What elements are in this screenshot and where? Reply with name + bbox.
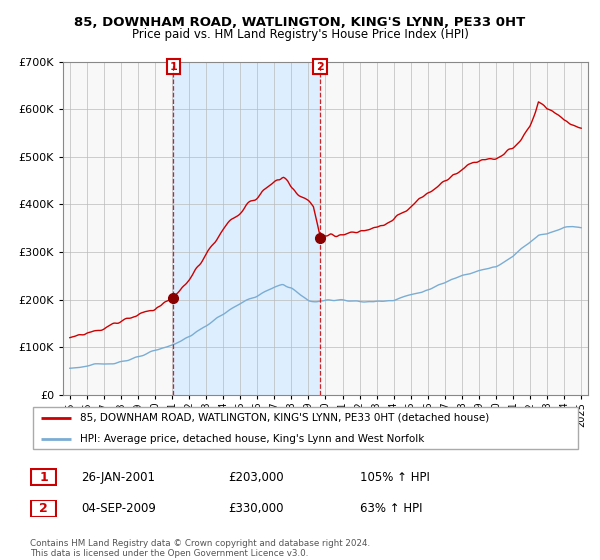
FancyBboxPatch shape xyxy=(33,407,578,449)
Text: 85, DOWNHAM ROAD, WATLINGTON, KING'S LYNN, PE33 0HT: 85, DOWNHAM ROAD, WATLINGTON, KING'S LYN… xyxy=(74,16,526,29)
Text: 2: 2 xyxy=(316,62,324,72)
Text: 1: 1 xyxy=(39,470,48,484)
Text: 2: 2 xyxy=(39,502,48,515)
Text: Price paid vs. HM Land Registry's House Price Index (HPI): Price paid vs. HM Land Registry's House … xyxy=(131,28,469,41)
Text: Contains HM Land Registry data © Crown copyright and database right 2024.
This d: Contains HM Land Registry data © Crown c… xyxy=(30,539,370,558)
FancyBboxPatch shape xyxy=(31,469,56,485)
Text: 105% ↑ HPI: 105% ↑ HPI xyxy=(360,470,430,484)
Bar xyxy=(173,62,320,395)
Text: £330,000: £330,000 xyxy=(228,502,284,515)
Text: 04-SEP-2009: 04-SEP-2009 xyxy=(81,502,156,515)
Text: HPI: Average price, detached house, King's Lynn and West Norfolk: HPI: Average price, detached house, King… xyxy=(80,435,424,444)
Text: 1: 1 xyxy=(170,62,178,72)
Text: 63% ↑ HPI: 63% ↑ HPI xyxy=(360,502,422,515)
Text: 26-JAN-2001: 26-JAN-2001 xyxy=(81,470,155,484)
Text: 85, DOWNHAM ROAD, WATLINGTON, KING'S LYNN, PE33 0HT (detached house): 85, DOWNHAM ROAD, WATLINGTON, KING'S LYN… xyxy=(80,413,489,423)
Text: £203,000: £203,000 xyxy=(228,470,284,484)
FancyBboxPatch shape xyxy=(31,501,56,516)
